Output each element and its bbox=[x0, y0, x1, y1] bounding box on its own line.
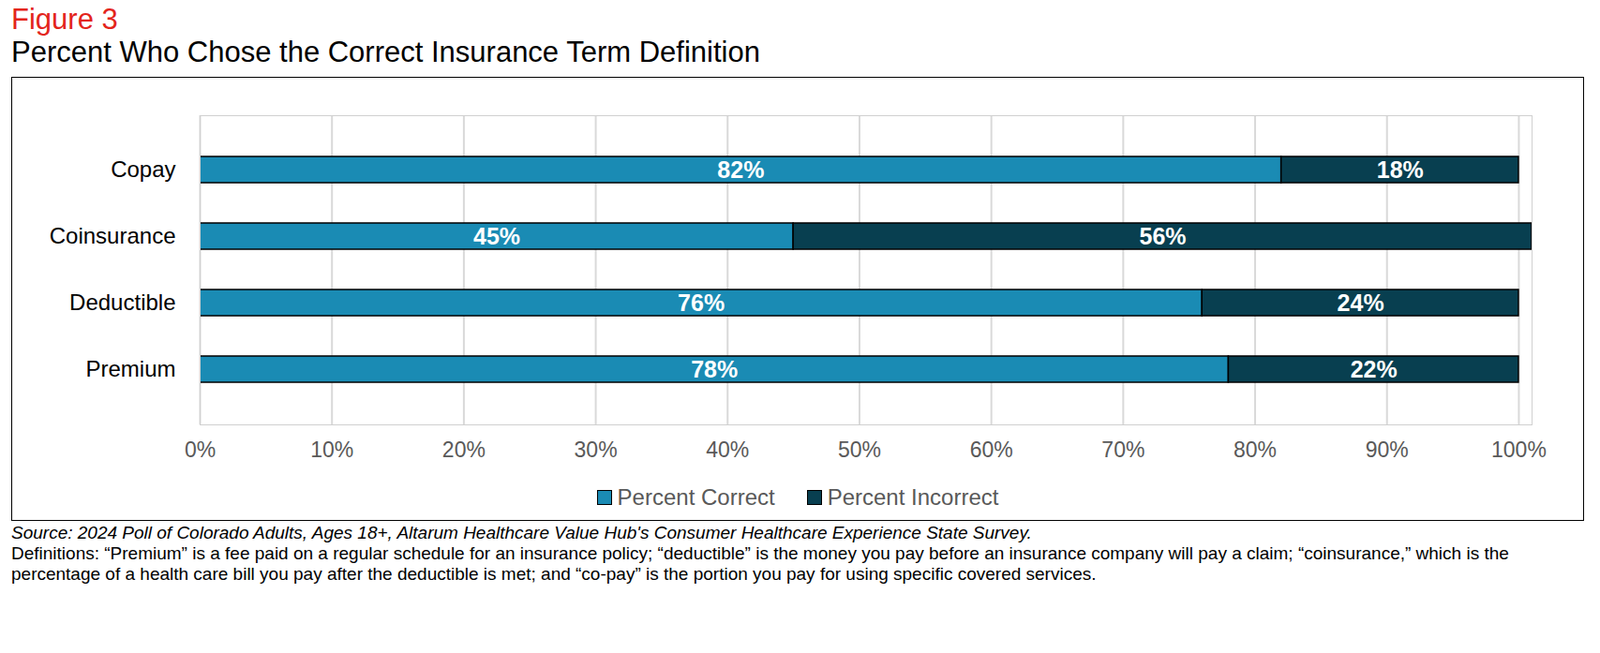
svg-text:90%: 90% bbox=[1365, 437, 1409, 463]
svg-text:60%: 60% bbox=[970, 437, 1014, 463]
html-text:Source: 2024 Poll of Colorado: Source: 2024 Poll of Colorado Adults, Ag… bbox=[11, 523, 1032, 543]
svg-text:Premium: Premium bbox=[85, 356, 176, 382]
html-text:Percent Correct: Percent Correct bbox=[617, 484, 775, 510]
svg-text:18%: 18% bbox=[1376, 156, 1424, 183]
svg-text:20%: 20% bbox=[442, 437, 486, 463]
html-text:Percent Who Chose the Correct: Percent Who Chose the Correct Insurance … bbox=[11, 35, 761, 69]
svg-text:0%: 0% bbox=[184, 437, 216, 463]
svg-text:Coinsurance: Coinsurance bbox=[49, 223, 177, 249]
svg-text:100%: 100% bbox=[1491, 437, 1547, 463]
svg-text:24%: 24% bbox=[1337, 289, 1385, 316]
svg-text:30%: 30% bbox=[574, 437, 618, 463]
svg-text:56%: 56% bbox=[1139, 223, 1187, 250]
svg-text:40%: 40% bbox=[705, 437, 749, 463]
svg-text:45%: 45% bbox=[473, 223, 521, 250]
svg-text:50%: 50% bbox=[837, 437, 882, 463]
svg-text:Copay: Copay bbox=[110, 156, 176, 182]
svg-text:80%: 80% bbox=[1233, 437, 1277, 463]
svg-text:10%: 10% bbox=[310, 437, 354, 463]
svg-text:Deductible: Deductible bbox=[69, 289, 176, 315]
html-text:Definitions: “Premium” is a fe: Definitions: “Premium” is a fee paid on … bbox=[11, 543, 1509, 584]
svg-text:22%: 22% bbox=[1350, 356, 1398, 383]
html-text:Figure 3: Figure 3 bbox=[11, 2, 118, 36]
svg-text:78%: 78% bbox=[690, 356, 738, 383]
svg-text:70%: 70% bbox=[1101, 437, 1145, 463]
svg-text:76%: 76% bbox=[677, 289, 725, 316]
html-text:Percent Incorrect: Percent Incorrect bbox=[827, 484, 999, 510]
svg-text:82%: 82% bbox=[717, 156, 764, 183]
